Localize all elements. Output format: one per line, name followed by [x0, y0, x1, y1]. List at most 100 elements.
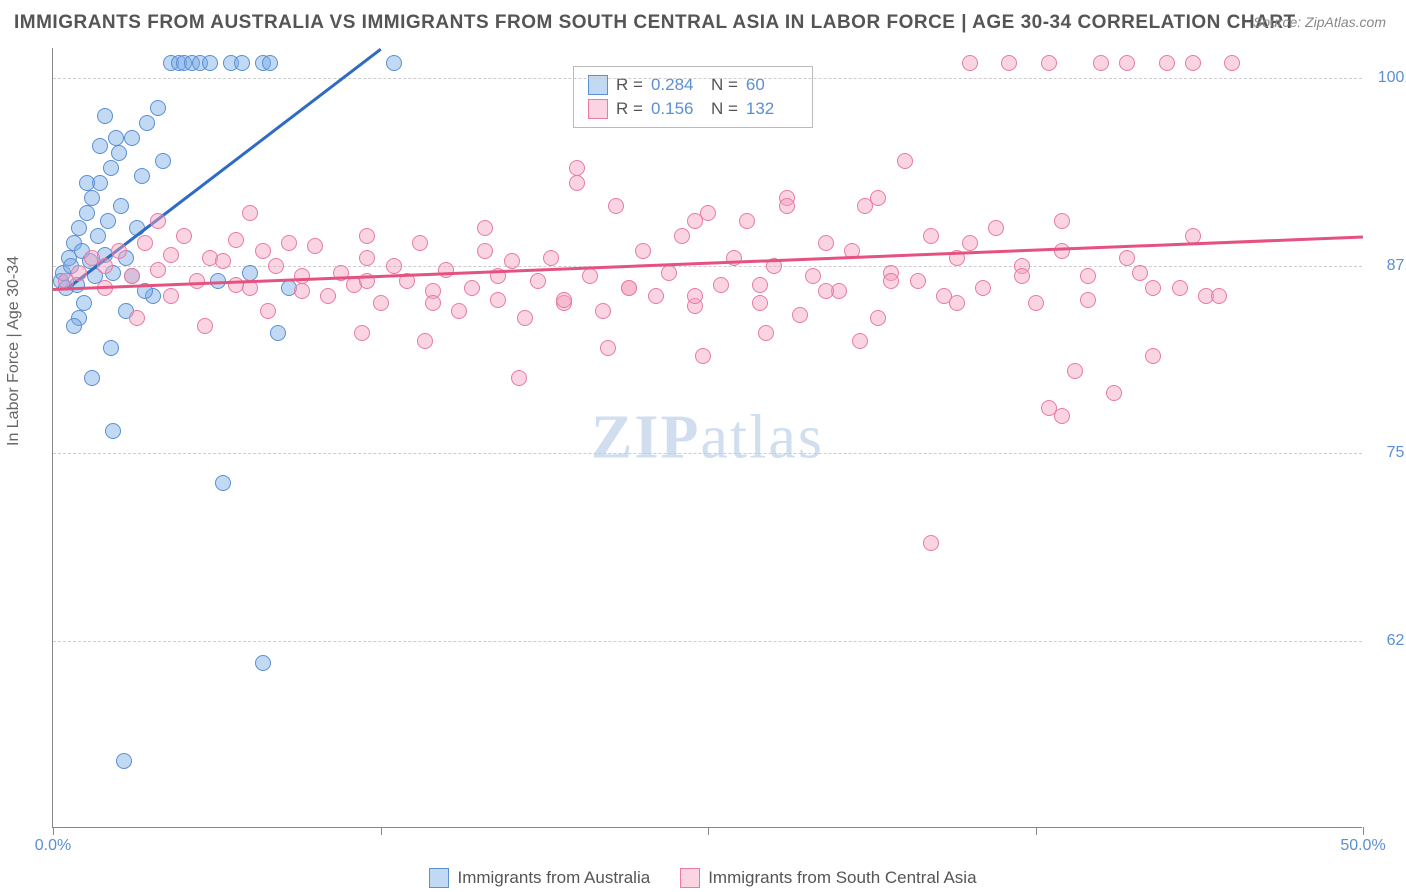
data-point-south-central-asia [923, 535, 939, 551]
data-point-south-central-asia [752, 277, 768, 293]
x-tick-label: 50.0% [1340, 837, 1385, 855]
data-point-south-central-asia [359, 250, 375, 266]
y-tick-label: 100.0% [1372, 69, 1406, 87]
legend-r-value: 0.156 [651, 99, 703, 119]
data-point-australia [79, 205, 95, 221]
data-point-south-central-asia [1119, 55, 1135, 71]
legend-swatch-icon [588, 99, 608, 119]
data-point-south-central-asia [260, 303, 276, 319]
data-point-south-central-asia [600, 340, 616, 356]
data-point-south-central-asia [163, 247, 179, 263]
data-point-south-central-asia [818, 235, 834, 251]
data-point-australia [155, 153, 171, 169]
gridline-h [53, 453, 1362, 454]
legend-swatch-icon [680, 868, 700, 888]
data-point-south-central-asia [1211, 288, 1227, 304]
data-point-australia [61, 250, 77, 266]
data-point-south-central-asia [779, 198, 795, 214]
data-point-south-central-asia [883, 273, 899, 289]
data-point-australia [184, 55, 200, 71]
data-point-south-central-asia [425, 283, 441, 299]
data-point-south-central-asia [556, 295, 572, 311]
data-point-south-central-asia [1041, 55, 1057, 71]
data-point-australia [71, 220, 87, 236]
correlation-legend: R =0.284N =60R =0.156N =132 [573, 66, 813, 128]
data-point-south-central-asia [695, 348, 711, 364]
data-point-australia [92, 138, 108, 154]
data-point-south-central-asia [477, 220, 493, 236]
data-point-south-central-asia [739, 213, 755, 229]
data-point-south-central-asia [962, 55, 978, 71]
data-point-south-central-asia [511, 370, 527, 386]
data-point-south-central-asia [910, 273, 926, 289]
data-point-south-central-asia [569, 175, 585, 191]
x-tick-mark [708, 827, 709, 835]
data-point-australia [84, 370, 100, 386]
data-point-south-central-asia [197, 318, 213, 334]
data-point-south-central-asia [687, 213, 703, 229]
data-point-south-central-asia [412, 235, 428, 251]
data-point-australia [74, 243, 90, 259]
data-point-australia [66, 235, 82, 251]
data-point-australia [116, 753, 132, 769]
y-tick-label: 87.5% [1372, 257, 1406, 275]
data-point-south-central-asia [687, 288, 703, 304]
data-point-south-central-asia [373, 295, 389, 311]
source-attribution: Source: ZipAtlas.com [1253, 14, 1386, 30]
data-point-australia [105, 423, 121, 439]
data-point-south-central-asia [517, 310, 533, 326]
data-point-south-central-asia [417, 333, 433, 349]
data-point-south-central-asia [852, 333, 868, 349]
data-point-south-central-asia [779, 190, 795, 206]
data-point-south-central-asia [1132, 265, 1148, 281]
data-point-south-central-asia [1106, 385, 1122, 401]
plot-area: ZIPatlas R =0.284N =60R =0.156N =132 62.… [52, 48, 1362, 828]
data-point-south-central-asia [543, 250, 559, 266]
legend-r-label: R = [616, 99, 643, 119]
data-point-australia [111, 145, 127, 161]
data-point-south-central-asia [569, 160, 585, 176]
data-point-australia [134, 168, 150, 184]
data-point-australia [163, 55, 179, 71]
regression-line-south-central-asia [53, 236, 1363, 291]
data-point-australia [79, 175, 95, 191]
bottom-legend-item-south-central-asia: Immigrants from South Central Asia [680, 868, 976, 888]
data-point-south-central-asia [818, 283, 834, 299]
data-point-south-central-asia [202, 250, 218, 266]
data-point-south-central-asia [438, 262, 454, 278]
data-point-australia [242, 265, 258, 281]
data-point-south-central-asia [1028, 295, 1044, 311]
data-point-south-central-asia [700, 205, 716, 221]
legend-swatch-icon [429, 868, 449, 888]
data-point-south-central-asia [975, 280, 991, 296]
data-point-south-central-asia [857, 198, 873, 214]
data-point-south-central-asia [124, 268, 140, 284]
data-point-australia [84, 190, 100, 206]
data-point-south-central-asia [129, 310, 145, 326]
data-point-south-central-asia [215, 253, 231, 269]
data-point-south-central-asia [752, 295, 768, 311]
bottom-legend-label: Immigrants from Australia [457, 868, 650, 888]
regression-line-australia [65, 48, 381, 290]
chart-title: IMMIGRANTS FROM AUSTRALIA VS IMMIGRANTS … [14, 12, 1296, 34]
data-point-south-central-asia [176, 228, 192, 244]
data-point-south-central-asia [451, 303, 467, 319]
data-point-australia [281, 280, 297, 296]
x-tick-mark [1363, 827, 1364, 835]
data-point-south-central-asia [189, 273, 205, 289]
data-point-south-central-asia [1172, 280, 1188, 296]
data-point-south-central-asia [687, 298, 703, 314]
data-point-south-central-asia [163, 288, 179, 304]
data-point-south-central-asia [1080, 268, 1096, 284]
data-point-south-central-asia [962, 235, 978, 251]
data-point-south-central-asia [870, 190, 886, 206]
data-point-south-central-asia [621, 280, 637, 296]
data-point-south-central-asia [1041, 400, 1057, 416]
data-point-south-central-asia [1185, 55, 1201, 71]
gridline-h [53, 78, 1362, 79]
data-point-australia [92, 175, 108, 191]
data-point-south-central-asia [1054, 408, 1070, 424]
data-point-australia [103, 160, 119, 176]
data-point-australia [55, 265, 71, 281]
data-point-south-central-asia [490, 292, 506, 308]
